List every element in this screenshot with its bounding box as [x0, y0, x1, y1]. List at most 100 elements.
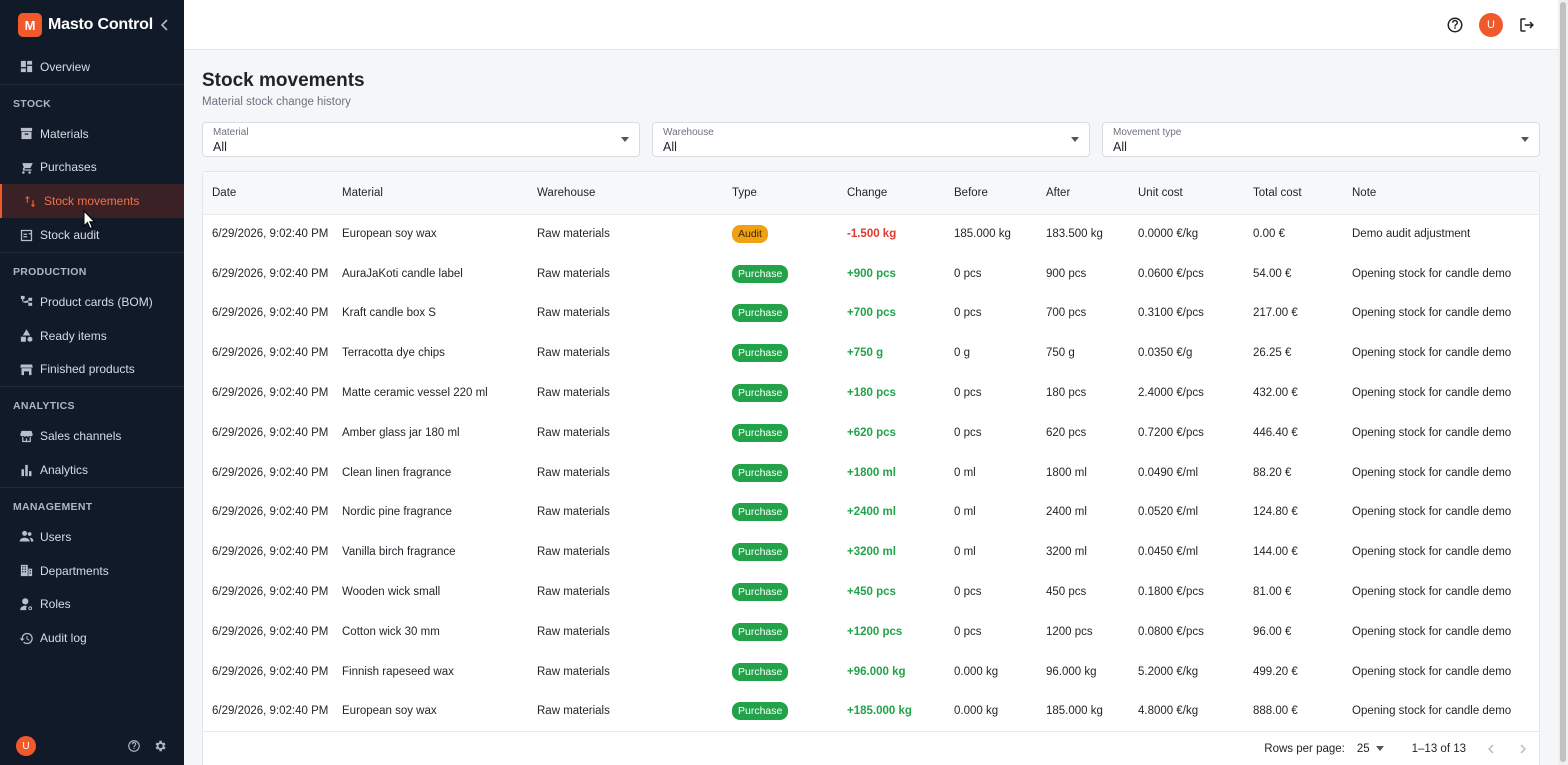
table-row[interactable]: 6/29/2026, 9:02:40 PM AuraJaKoti candle l… — [203, 253, 1539, 295]
cell-note: Opening stock for candle demo — [1343, 532, 1539, 573]
cell-warehouse: Raw materials — [528, 611, 723, 653]
cell-unit-cost: 4.8000 €/kg — [1129, 691, 1244, 732]
sidebar-item-sales-channels[interactable]: Sales channels — [0, 419, 184, 453]
type-badge: Audit — [732, 224, 768, 243]
cell-change: +750 g — [838, 333, 945, 374]
sidebar-item-stock-audit[interactable]: Stock audit — [0, 218, 184, 252]
cell-unit-cost: 2.4000 €/pcs — [1129, 373, 1244, 414]
cell-change: +1200 pcs — [838, 611, 945, 653]
sidebar-item-materials[interactable]: Materials — [0, 117, 184, 151]
filter-label: Movement type — [1113, 127, 1182, 138]
table-row[interactable]: 6/29/2026, 9:02:40 PM European soy wax Raw… — [203, 691, 1539, 732]
cell-change: +2400 ml — [838, 492, 945, 533]
change-value: +620 pcs — [847, 426, 896, 439]
sidebar-item-stock-movements[interactable]: Stock movements — [0, 184, 184, 219]
sidebar: M Masto Control Overview STOCK Materials Pu… — [0, 0, 184, 765]
cell-type: Purchase — [723, 492, 838, 533]
cell-date: 6/29/2026, 9:02:40 PM — [203, 492, 333, 533]
table-row[interactable]: 6/29/2026, 9:02:40 PM European soy wax Raw… — [203, 214, 1539, 255]
type-badge: Purchase — [732, 463, 789, 482]
sidebar-item-roles[interactable]: Roles — [0, 588, 184, 622]
cell-type: Purchase — [723, 412, 838, 454]
rows-per-page-select[interactable]: 25 — [1357, 743, 1384, 755]
column-header: Warehouse — [528, 172, 723, 215]
sidebar-section-title: ANALYTICS — [0, 386, 184, 419]
change-value: +2400 ml — [847, 506, 896, 519]
table-row[interactable]: 6/29/2026, 9:02:40 PM Clean linen fragran… — [203, 452, 1539, 494]
page-subtitle: Material stock change history — [202, 96, 351, 108]
change-value: +185.000 kg — [847, 705, 912, 718]
cell-unit-cost: 0.0490 €/ml — [1129, 452, 1244, 494]
sidebar-item-audit-log[interactable]: Audit log — [0, 621, 184, 655]
sidebar-item-users[interactable]: Users — [0, 520, 184, 554]
cell-unit-cost: 0.0000 €/kg — [1129, 214, 1244, 255]
store-icon — [19, 362, 34, 377]
sidebar-item-analytics[interactable]: Analytics — [0, 453, 184, 487]
building-icon — [19, 563, 34, 578]
cell-date: 6/29/2026, 9:02:40 PM — [203, 532, 333, 573]
scrollbar-thumb[interactable] — [1560, 2, 1566, 762]
sidebar-item-product-cards-bom[interactable]: Product cards (BOM) — [0, 285, 184, 319]
cell-after: 183.500 kg — [1037, 214, 1129, 255]
user-avatar[interactable]: U — [1479, 12, 1503, 37]
caret-down-icon — [1375, 746, 1384, 751]
sidebar-item-overview[interactable]: Overview — [0, 50, 184, 84]
cell-after: 700 pcs — [1037, 293, 1129, 334]
cell-material: Wooden wick small — [333, 572, 528, 613]
type-badge: Purchase — [732, 304, 789, 323]
gear-icon[interactable] — [152, 738, 168, 754]
caret-down-icon — [621, 137, 629, 142]
cell-material: Terracotta dye chips — [333, 333, 528, 374]
next-page-button[interactable] — [1516, 742, 1530, 756]
cell-before: 0 ml — [945, 452, 1037, 494]
table-row[interactable]: 6/29/2026, 9:02:40 PM Wooden wick small Ra… — [203, 572, 1539, 613]
sidebar-item-departments[interactable]: Departments — [0, 554, 184, 588]
swap-vertical-icon — [23, 194, 38, 209]
sidebar-item-ready-items[interactable]: Ready items — [0, 319, 184, 353]
checklist-icon — [19, 228, 34, 243]
sidebar-item-purchases[interactable]: Purchases — [0, 151, 184, 185]
cell-total-cost: 96.00 € — [1244, 611, 1343, 653]
filter-value: All — [1113, 140, 1127, 154]
cell-type: Purchase — [723, 611, 838, 653]
avatar[interactable]: U — [16, 736, 36, 756]
cell-warehouse: Raw materials — [528, 532, 723, 573]
cell-after: 96.000 kg — [1037, 651, 1129, 693]
movement-type-filter[interactable]: Movement type All — [1102, 122, 1540, 157]
cell-change: +180 pcs — [838, 373, 945, 414]
table-row[interactable]: 6/29/2026, 9:02:40 PM Cotton wick 30 mm Ra… — [203, 611, 1539, 653]
help-icon[interactable] — [126, 738, 142, 754]
scrollbar[interactable] — [1558, 0, 1568, 765]
chevron-left-icon[interactable] — [158, 19, 172, 31]
sidebar-item-label: Finished products — [40, 362, 135, 377]
filter-value: All — [663, 140, 677, 154]
table-row[interactable]: 6/29/2026, 9:02:40 PM Amber glass jar 180… — [203, 412, 1539, 454]
help-icon[interactable] — [1444, 14, 1466, 36]
sidebar-item-label: Users — [40, 529, 72, 544]
filters: Material All Warehouse All Movement type… — [202, 122, 1540, 157]
cell-total-cost: 54.00 € — [1244, 253, 1343, 295]
role-icon — [19, 597, 34, 612]
logout-icon[interactable] — [1516, 14, 1538, 36]
cell-unit-cost: 0.7200 €/pcs — [1129, 412, 1244, 454]
material-filter[interactable]: Material All — [202, 122, 640, 157]
table-row[interactable]: 6/29/2026, 9:02:40 PM Matte ceramic vesse… — [203, 373, 1539, 414]
cell-date: 6/29/2026, 9:02:40 PM — [203, 611, 333, 653]
previous-page-button[interactable] — [1484, 742, 1498, 756]
cell-after: 180 pcs — [1037, 373, 1129, 414]
cell-total-cost: 499.20 € — [1244, 651, 1343, 693]
cell-note: Demo audit adjustment — [1343, 214, 1539, 255]
sidebar-item-label: Departments — [40, 563, 109, 578]
table-row[interactable]: 6/29/2026, 9:02:40 PM Nordic pine fragran… — [203, 492, 1539, 533]
table-row[interactable]: 6/29/2026, 9:02:40 PM Finnish rapeseed wa… — [203, 651, 1539, 693]
cell-after: 2400 ml — [1037, 492, 1129, 533]
table-row[interactable]: 6/29/2026, 9:02:40 PM Vanilla birch fragr… — [203, 532, 1539, 573]
cell-note: Opening stock for candle demo — [1343, 333, 1539, 374]
cell-date: 6/29/2026, 9:02:40 PM — [203, 452, 333, 494]
cell-material: European soy wax — [333, 214, 528, 255]
cart-icon — [19, 160, 34, 175]
table-row[interactable]: 6/29/2026, 9:02:40 PM Terracotta dye chip… — [203, 333, 1539, 374]
warehouse-filter[interactable]: Warehouse All — [652, 122, 1090, 157]
sidebar-item-finished-products[interactable]: Finished products — [0, 353, 184, 387]
